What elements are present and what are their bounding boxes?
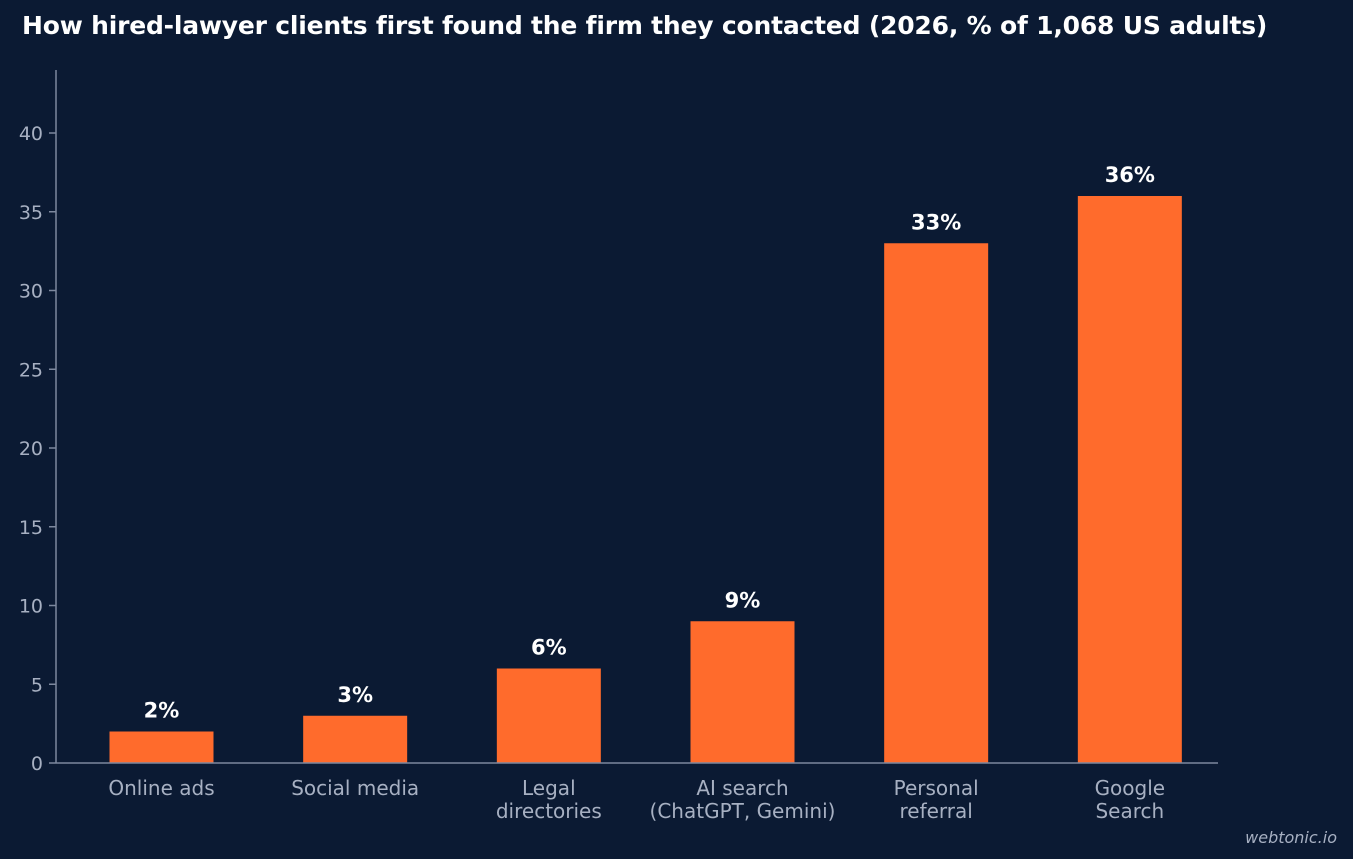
y-tick-label: 35	[19, 202, 43, 224]
y-tick-label: 15	[19, 517, 43, 539]
x-category-label: (ChatGPT, Gemini)	[650, 799, 836, 823]
y-axis-ticks: 0 5 10 15 20 25 30 35 40	[19, 123, 56, 775]
bar	[884, 243, 989, 763]
data-labels: 2% 3% 6% 9% 33% 36%	[144, 163, 1155, 723]
x-category-label: Personal	[894, 776, 979, 800]
x-category-label: Legal	[522, 776, 576, 800]
chart-title: How hired-lawyer clients first found the…	[22, 11, 1268, 40]
bar-value-label: 9%	[725, 588, 761, 612]
y-tick-label: 0	[31, 753, 43, 775]
y-tick-label: 5	[31, 674, 43, 696]
bar	[1077, 196, 1182, 763]
y-tick-label: 10	[19, 596, 43, 618]
y-tick-label: 30	[19, 281, 43, 303]
y-tick-label: 20	[19, 438, 43, 460]
x-category-label: Social media	[291, 776, 419, 800]
x-category-label: Google	[1095, 776, 1166, 800]
bar	[109, 731, 214, 763]
bar-value-label: 36%	[1105, 163, 1155, 187]
bar-value-label: 6%	[531, 636, 567, 660]
y-tick-label: 40	[19, 123, 43, 145]
bar	[496, 668, 601, 763]
x-category-label: Search	[1095, 799, 1164, 823]
x-category-label: directories	[496, 799, 602, 823]
bar-value-label: 2%	[144, 699, 180, 723]
bar-value-label: 33%	[911, 210, 961, 234]
bars	[109, 196, 1182, 763]
x-category-label: Online ads	[108, 776, 214, 800]
bar	[303, 715, 408, 763]
y-tick-label: 25	[19, 359, 43, 381]
x-category-label: AI search	[696, 776, 788, 800]
bar-value-label: 3%	[337, 683, 373, 707]
x-category-label: referral	[899, 799, 972, 823]
watermark: webtonic.io	[1245, 828, 1337, 847]
bar	[690, 621, 795, 763]
